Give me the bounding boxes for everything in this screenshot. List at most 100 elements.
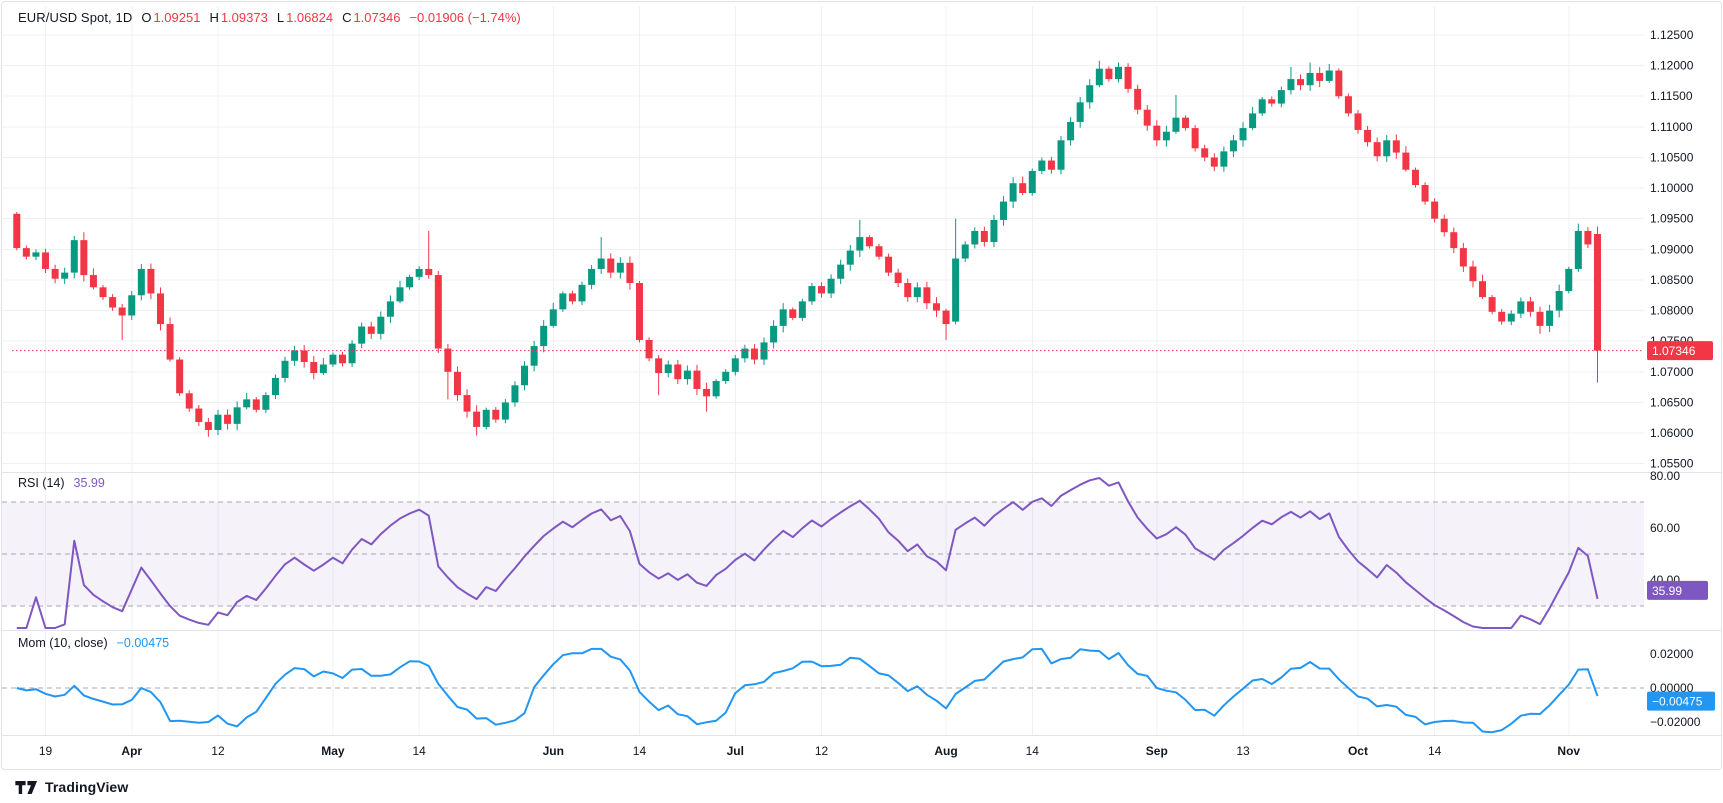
candle	[798, 298, 806, 321]
candle	[540, 320, 548, 353]
time-axis[interactable]: 19 Apr 12 May 14 Jun 14 Jul 12 Aug 14 Sep 13 Oct 14 Nov	[39, 744, 1581, 758]
candle	[875, 243, 883, 260]
candle	[1421, 182, 1429, 205]
candle	[339, 351, 347, 367]
candle	[645, 337, 653, 362]
candle	[243, 392, 251, 410]
symbol-title[interactable]: EUR/USD Spot, 1D	[18, 10, 133, 25]
momentum-line	[16, 647, 1599, 734]
mom-axis-label: −0.02000	[1650, 715, 1701, 729]
candle	[885, 253, 893, 277]
candle	[1153, 120, 1161, 147]
candle	[1555, 284, 1563, 318]
candle	[904, 278, 912, 302]
time-axis-label: Oct	[1348, 744, 1368, 758]
candle	[865, 235, 873, 249]
candle	[415, 266, 423, 281]
candle	[712, 379, 720, 399]
candle	[952, 218, 960, 325]
candle	[1162, 125, 1170, 147]
open-value: O 1.09251	[141, 10, 201, 25]
time-axis-label: 14	[633, 744, 647, 758]
rsi-pane[interactable]	[2, 477, 1644, 629]
candle	[1249, 106, 1257, 131]
candle	[980, 226, 988, 247]
candle	[1373, 137, 1381, 162]
candle	[453, 366, 461, 401]
chart-canvas[interactable]: 1.12500 1.12000 1.11500 1.11000 1.10500 1.100…	[2, 2, 1721, 768]
rsi-axis-label: 80.00	[1650, 469, 1680, 483]
main-price-pane[interactable]	[12, 60, 1644, 437]
candle	[549, 302, 557, 328]
candle	[252, 397, 260, 413]
last-price-badge	[1647, 341, 1713, 361]
candle	[281, 356, 289, 383]
candle	[722, 369, 730, 384]
candle	[61, 267, 69, 284]
candle	[1268, 96, 1276, 107]
candle	[635, 280, 643, 343]
time-axis-label: 12	[815, 744, 829, 758]
candle	[109, 294, 117, 311]
candle	[1143, 104, 1151, 131]
candle	[616, 257, 624, 279]
candle	[1411, 167, 1419, 188]
candle	[329, 352, 337, 368]
candle	[1191, 125, 1199, 152]
candle	[348, 340, 356, 368]
rsi-indicator-title[interactable]: RSI (14)	[18, 476, 65, 490]
tradingview-brand-text[interactable]: TradingView	[45, 779, 129, 795]
candle	[1517, 297, 1525, 318]
price-axis-label: 1.11000	[1650, 120, 1693, 134]
candle	[1316, 67, 1324, 88]
mom-indicator-value: −0.00475	[116, 636, 170, 650]
candle	[1210, 153, 1218, 172]
candle	[588, 265, 596, 290]
candle	[137, 264, 145, 301]
candle	[1201, 144, 1209, 162]
pane-separators	[2, 472, 1721, 736]
candle	[923, 281, 931, 310]
candle	[942, 308, 950, 340]
candle	[655, 355, 663, 396]
candle	[971, 227, 979, 249]
candle	[166, 317, 174, 362]
candle	[779, 303, 787, 333]
candle	[1067, 117, 1075, 146]
candle	[789, 307, 797, 321]
momentum-pane[interactable]	[2, 647, 1644, 734]
rsi-value-badge-text: 35.99	[1652, 584, 1682, 598]
candle	[396, 280, 404, 304]
candle	[1565, 266, 1573, 294]
price-axis-label: 1.09500	[1650, 212, 1694, 226]
candle	[1402, 146, 1410, 172]
price-axis[interactable]: 1.12500 1.12000 1.11500 1.11000 1.10500 1.100…	[1650, 28, 1701, 729]
mom-indicator-title[interactable]: Mom (10, close)	[18, 636, 108, 650]
mom-axis-label: 0.00000	[1650, 681, 1694, 695]
candle	[1095, 60, 1103, 88]
candle	[894, 268, 902, 288]
candle	[1258, 97, 1266, 116]
candle	[13, 211, 21, 251]
candle	[1019, 176, 1027, 196]
tradingview-logo-icon[interactable]	[15, 780, 38, 794]
price-axis-label: 1.06500	[1650, 395, 1694, 409]
candle	[1498, 309, 1506, 325]
candle	[271, 374, 279, 399]
candle	[1479, 274, 1487, 299]
candle	[664, 360, 672, 378]
candle	[674, 360, 682, 384]
candle	[444, 343, 452, 400]
candle	[808, 282, 816, 305]
candle	[425, 230, 433, 279]
candle	[1239, 122, 1247, 147]
candle	[195, 405, 203, 426]
candle	[1488, 295, 1496, 315]
candle	[1325, 64, 1333, 83]
candle	[300, 345, 308, 368]
candle	[1306, 62, 1314, 91]
candle	[1584, 227, 1592, 249]
candle	[932, 297, 940, 318]
candle	[750, 344, 758, 365]
candle	[693, 364, 701, 395]
